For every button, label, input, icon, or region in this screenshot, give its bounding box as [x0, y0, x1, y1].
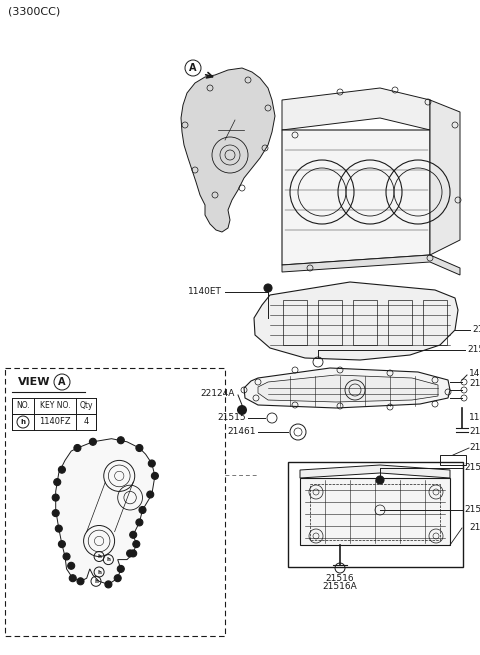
Bar	[440, 455, 466, 465]
Circle shape	[130, 531, 137, 538]
Circle shape	[69, 574, 76, 582]
Text: 22124A: 22124A	[201, 388, 235, 398]
Circle shape	[376, 476, 384, 484]
Text: 21516: 21516	[326, 574, 354, 583]
Circle shape	[133, 540, 140, 548]
Text: Qty: Qty	[79, 402, 93, 411]
Circle shape	[59, 466, 65, 473]
Polygon shape	[282, 255, 460, 275]
Text: 21510A: 21510A	[469, 523, 480, 533]
Polygon shape	[430, 100, 460, 255]
Polygon shape	[300, 465, 450, 478]
Circle shape	[89, 438, 96, 445]
Circle shape	[52, 494, 59, 501]
Bar	[12, 414, 96, 430]
Polygon shape	[282, 88, 430, 130]
Bar	[423, 300, 447, 345]
Circle shape	[136, 445, 143, 451]
Polygon shape	[244, 368, 450, 408]
Bar	[318, 300, 342, 345]
Text: h: h	[21, 419, 25, 425]
Text: h: h	[107, 557, 110, 562]
Circle shape	[105, 581, 112, 588]
Circle shape	[264, 284, 272, 292]
Circle shape	[151, 472, 158, 479]
Text: 21520: 21520	[469, 379, 480, 388]
Circle shape	[130, 550, 137, 557]
Text: 21522B: 21522B	[467, 345, 480, 354]
Circle shape	[59, 540, 65, 548]
Text: 21513A: 21513A	[464, 464, 480, 472]
Bar	[12, 398, 96, 414]
Bar	[5, 368, 225, 636]
Text: h: h	[97, 569, 101, 574]
Circle shape	[117, 565, 124, 572]
Bar	[353, 300, 377, 345]
Circle shape	[117, 437, 124, 443]
Polygon shape	[258, 375, 438, 402]
Bar	[283, 300, 307, 345]
Text: 21517A: 21517A	[469, 428, 480, 436]
Circle shape	[114, 574, 121, 582]
Polygon shape	[254, 282, 458, 360]
Text: 21516A: 21516A	[323, 582, 358, 591]
Text: 1430JC: 1430JC	[469, 369, 480, 377]
Text: VIEW: VIEW	[18, 377, 50, 387]
Text: 21451B: 21451B	[469, 443, 480, 453]
Polygon shape	[181, 68, 275, 232]
Text: 1140EW: 1140EW	[469, 413, 480, 422]
Circle shape	[74, 445, 81, 451]
Text: 21512: 21512	[464, 506, 480, 514]
Text: 1140ET: 1140ET	[188, 288, 222, 297]
Circle shape	[68, 562, 75, 569]
Text: 21515: 21515	[217, 413, 246, 422]
Text: NO.: NO.	[16, 402, 30, 411]
Circle shape	[63, 553, 70, 560]
Text: h: h	[94, 579, 98, 584]
Polygon shape	[300, 478, 450, 545]
Circle shape	[55, 525, 62, 532]
Text: (3300CC): (3300CC)	[8, 7, 60, 17]
Circle shape	[237, 405, 247, 415]
Text: 21461: 21461	[228, 428, 256, 436]
Text: 21525: 21525	[472, 326, 480, 335]
Circle shape	[147, 491, 154, 498]
Text: 4: 4	[84, 417, 89, 426]
Bar	[288, 462, 463, 567]
Polygon shape	[282, 130, 430, 265]
Bar	[310, 484, 440, 540]
Polygon shape	[56, 439, 155, 584]
Bar	[388, 300, 412, 345]
Circle shape	[77, 578, 84, 585]
Circle shape	[136, 519, 143, 526]
Text: 1140FZ: 1140FZ	[39, 417, 71, 426]
Text: A: A	[58, 377, 66, 387]
Circle shape	[54, 479, 61, 485]
Circle shape	[52, 510, 59, 517]
Circle shape	[148, 460, 156, 467]
Text: A: A	[189, 63, 197, 73]
Text: KEY NO.: KEY NO.	[40, 402, 70, 411]
Text: h: h	[97, 554, 101, 559]
Circle shape	[139, 506, 146, 514]
Circle shape	[127, 550, 133, 557]
